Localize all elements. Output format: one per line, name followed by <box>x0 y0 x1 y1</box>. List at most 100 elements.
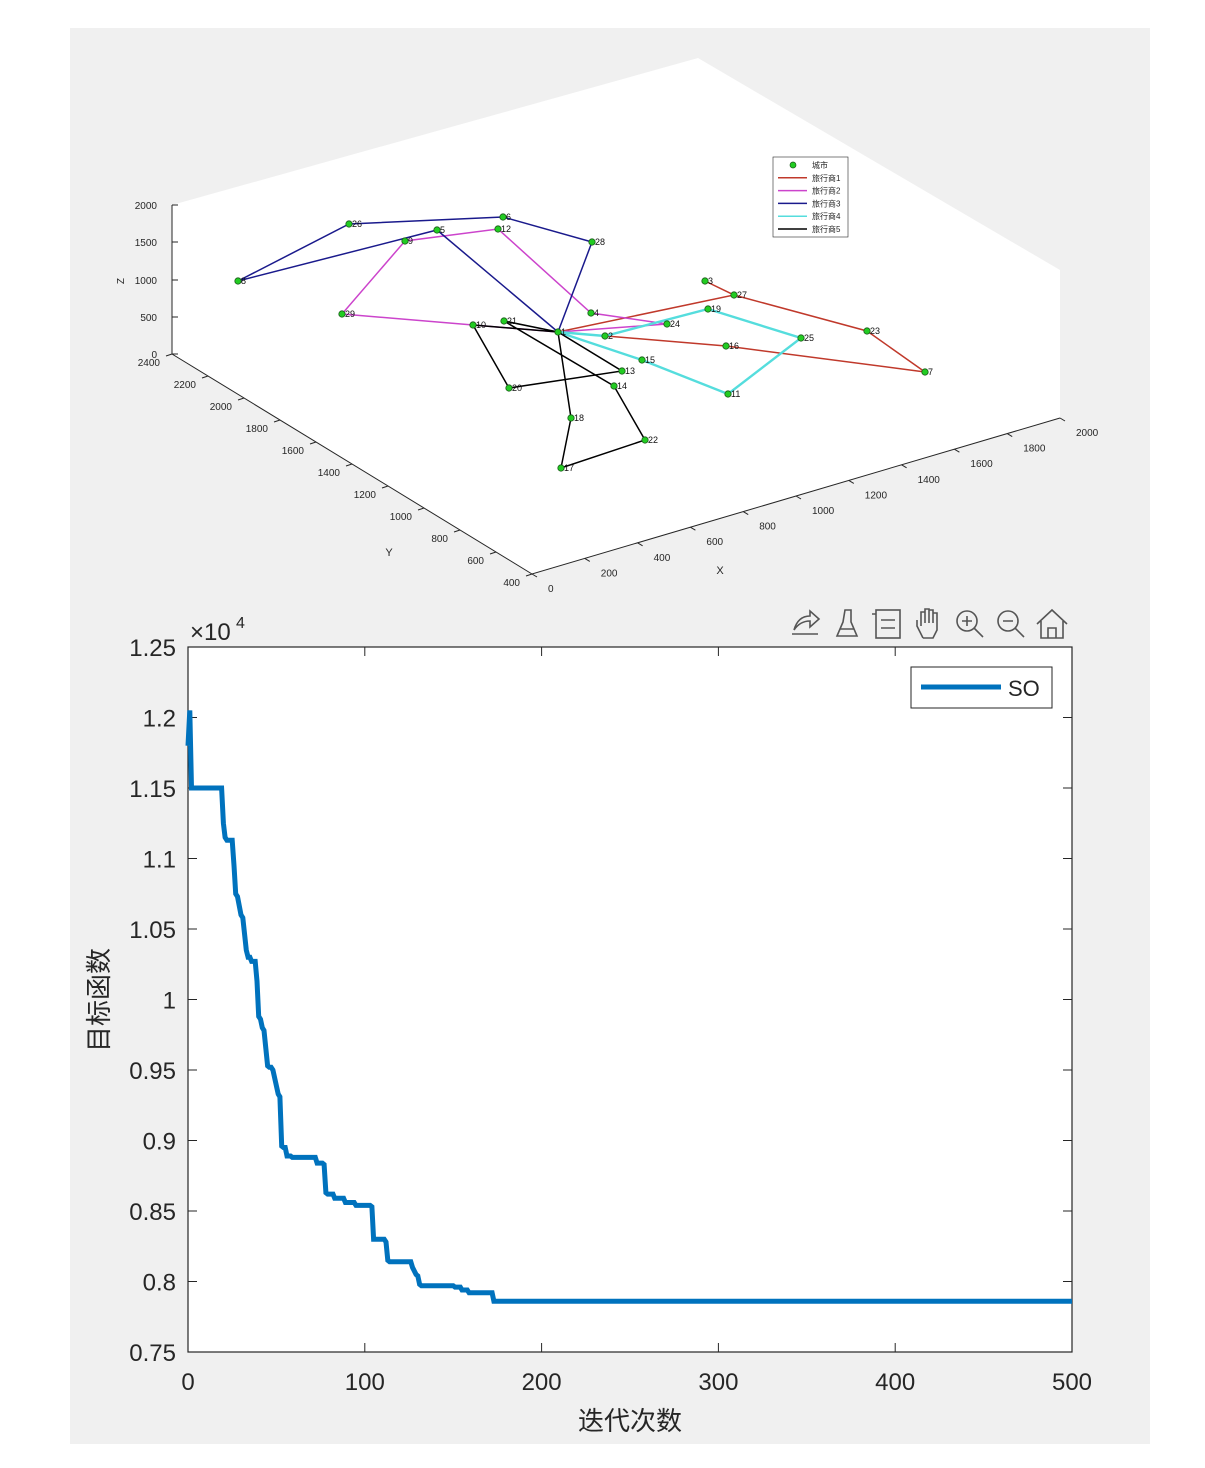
city-marker <box>499 213 507 221</box>
y-tick <box>201 375 209 379</box>
x-tick <box>901 464 907 469</box>
brush-icon[interactable] <box>830 607 864 641</box>
y-tick-label: 1000 <box>390 512 413 523</box>
city-label: 9 <box>408 236 413 246</box>
route-legend-marker <box>789 161 797 169</box>
city-marker <box>638 356 646 364</box>
city-label: 7 <box>928 367 933 377</box>
x-tick-label: 200 <box>522 1369 562 1396</box>
city-label: 28 <box>595 237 605 247</box>
z-axis-ticks: 0 500 1000 1500 2000 <box>135 201 178 361</box>
x-tick <box>1059 417 1066 422</box>
city-marker <box>588 238 596 246</box>
y-tick-label: 800 <box>431 534 448 545</box>
z-tick-label: 500 <box>140 313 157 324</box>
y-tick <box>273 419 281 423</box>
city-label: 18 <box>574 413 584 423</box>
city-marker <box>401 237 409 245</box>
cities: 1 234567891011121314151617181920212223242… <box>234 212 933 473</box>
x-tick-label: 0 <box>548 584 554 595</box>
y-exponent-label: ×10 <box>190 619 231 646</box>
x-tick <box>795 495 802 500</box>
convergence-x-label: 迭代次数 <box>578 1406 682 1436</box>
city-marker <box>567 414 575 422</box>
y-axis-label: Y <box>385 547 393 559</box>
y-tick <box>489 551 497 555</box>
city-marker <box>505 384 513 392</box>
city-label: 11 <box>731 389 740 399</box>
y-axis-ticks: 400 600 800 1000 1200 1400 1600 1800 2000 2200 240… <box>138 353 533 589</box>
y-tick <box>381 485 389 489</box>
city-label: 17 <box>564 463 574 473</box>
x-tick-label: 1800 <box>1023 444 1046 455</box>
y-tick-label: 1.25 <box>129 635 176 662</box>
city-label: 14 <box>617 381 627 391</box>
city-label: 8 <box>241 276 246 286</box>
x-tick-label: 0 <box>181 1369 194 1396</box>
route-legend-label: 旅行商2 <box>812 186 841 196</box>
city-marker <box>494 225 502 233</box>
route-legend-label: 旅行商3 <box>812 198 841 208</box>
x-tick <box>1006 433 1013 438</box>
home-icon[interactable] <box>1035 607 1069 641</box>
route-legend-box <box>772 156 849 238</box>
city-label: 16 <box>729 341 739 351</box>
city-label: 27 <box>737 290 747 300</box>
x-tick-label: 200 <box>601 568 618 579</box>
city-label: 10 <box>476 320 486 330</box>
y-tick-label: 1600 <box>282 446 305 457</box>
city-marker <box>663 320 671 328</box>
data-tips-icon[interactable] <box>871 607 905 641</box>
x-tick-label: 500 <box>1052 1369 1092 1396</box>
x-tick-label: 400 <box>654 553 671 564</box>
y-tick-label: 0.75 <box>129 1340 176 1367</box>
z-tick-label: 2000 <box>135 201 158 212</box>
city-label: 26 <box>352 219 362 229</box>
convergence-panel: 0 100 200 300 400 500 0.75 0.8 0.85 0.9 0.95 1 1.05 1… <box>70 606 1150 1444</box>
y-tick <box>165 353 173 357</box>
y-exponent-power: 4 <box>236 615 245 632</box>
city-label: 3 <box>708 276 713 286</box>
city-marker <box>345 220 353 228</box>
export-icon[interactable] <box>789 607 823 641</box>
zoom-out-icon[interactable] <box>994 607 1028 641</box>
x-tick-label: 800 <box>759 522 776 533</box>
convergence-axes-box <box>187 646 1073 1353</box>
y-tick-label: 1800 <box>246 424 269 435</box>
axes-toolbar[interactable] <box>789 607 1069 641</box>
y-tick <box>453 529 461 533</box>
y-tick-label: 0.9 <box>143 1129 176 1156</box>
y-tick-label: 1.1 <box>143 847 176 874</box>
y-tick-label: 0.85 <box>129 1199 176 1226</box>
x-tick <box>637 542 643 547</box>
x-tick-label: 1400 <box>918 475 941 486</box>
zoom-in-icon[interactable] <box>953 607 987 641</box>
y-tick <box>309 441 317 445</box>
city-marker <box>557 464 565 472</box>
export-icon-hitbox[interactable] <box>789 607 823 641</box>
x-tick-label: 100 <box>345 1369 385 1396</box>
x-tick-label: 1600 <box>970 459 993 470</box>
city-label: 21 <box>507 316 517 326</box>
home-icon-hitbox[interactable] <box>1035 607 1069 641</box>
city-marker <box>500 317 508 325</box>
legend-label-so: SO <box>1008 676 1040 701</box>
pan-icon[interactable] <box>912 607 946 641</box>
x-tick-label: 1000 <box>812 506 835 517</box>
city-label: 12 <box>501 224 511 234</box>
x-axis-ticks: 0 200 400 600 800 1000 1200 1400 1600 1800 2000 <box>531 417 1099 595</box>
z-tick-label: 1500 <box>135 238 158 249</box>
y-tick-label: 2000 <box>210 402 233 413</box>
y-tick-label: 1.15 <box>129 776 176 803</box>
city-marker <box>601 332 609 340</box>
y-tick-label: 2200 <box>174 380 197 391</box>
city-marker <box>641 436 649 444</box>
x-tick-label: 600 <box>706 537 723 548</box>
city-label: 15 <box>645 355 655 365</box>
city-marker <box>722 342 730 350</box>
x-tick-label: 300 <box>698 1369 738 1396</box>
convergence-ticks: 0 100 200 300 400 500 0.75 0.8 0.85 0.9 0.95 1 1.05 1… <box>129 635 1092 1396</box>
city-label: 19 <box>711 304 721 314</box>
